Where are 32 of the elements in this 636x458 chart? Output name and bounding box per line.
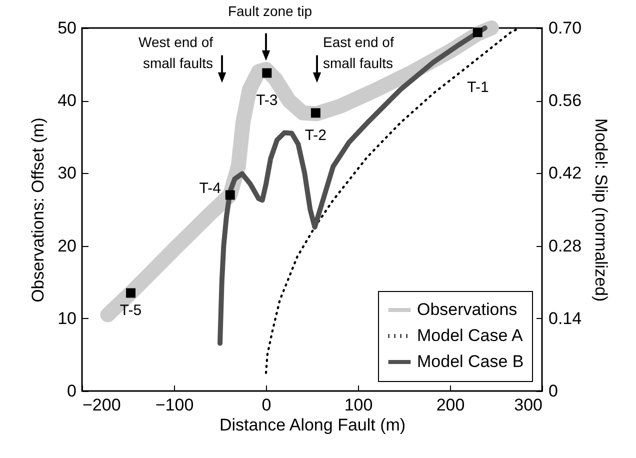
text: Fault zone tip	[228, 3, 312, 19]
annotation: T-5	[120, 302, 142, 319]
y2-tick-label: 0.70	[548, 18, 582, 38]
annotation: East end of small faults	[323, 34, 394, 71]
y2-tick-label: 0.42	[548, 164, 582, 183]
y2-axis-title: Model: Slip (normalized)	[592, 118, 611, 302]
x-tick-label: −200	[82, 396, 121, 414]
annotation: T-4	[199, 180, 221, 197]
x-tick-label: 200	[436, 396, 465, 414]
x-tick-label: −100	[155, 396, 194, 414]
annotation: West end of small faults	[138, 34, 214, 71]
x-tick-label: 0	[262, 396, 272, 414]
y-tick-label: 0	[67, 382, 76, 400]
x-axis-title: Distance Along Fault (m)	[219, 416, 406, 434]
y-tick-label: 30	[58, 164, 76, 183]
y2-tick-label: 0.28	[548, 236, 582, 256]
annotation: T-1	[467, 79, 489, 96]
legend-label: Model Case B	[417, 352, 524, 371]
y-axis-title: Observations: Offset (m)	[28, 118, 48, 302]
y-tick-label: 50	[58, 18, 76, 38]
annotation: T-3	[256, 92, 278, 110]
y2-tick-label: 0.14	[548, 308, 582, 328]
legend-label: Model Case A	[417, 326, 524, 345]
legend-label: Observations	[417, 300, 518, 319]
y2-tick-label: 0	[548, 382, 558, 400]
x-tick-label: 100	[344, 396, 373, 414]
y-tick-label: 40	[58, 91, 76, 110]
annotation: T-2	[304, 126, 327, 144]
y-tick-label: 20	[58, 236, 76, 256]
y2-tick-label: 0.56	[548, 91, 582, 110]
x-tick-label: 300	[514, 396, 542, 414]
y-tick-label: 10	[58, 308, 76, 328]
